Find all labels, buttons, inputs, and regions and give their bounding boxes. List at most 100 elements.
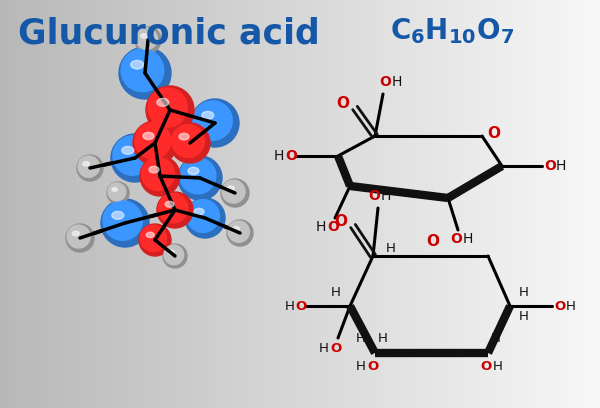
Bar [444,0,447,408]
Bar [184,0,187,408]
Circle shape [119,47,171,99]
Text: H: H [556,159,566,173]
Bar [528,0,531,408]
Bar [56,0,59,408]
Bar [474,0,477,408]
Text: H: H [386,242,396,255]
Bar [556,0,559,408]
Bar [586,0,589,408]
Ellipse shape [165,201,174,207]
Bar [140,0,143,408]
Bar [62,0,65,408]
Bar [522,0,525,408]
Bar [454,0,457,408]
Text: O: O [335,213,347,228]
Bar [440,0,443,408]
Ellipse shape [143,132,154,140]
Bar [410,0,413,408]
Bar [22,0,25,408]
Ellipse shape [112,188,118,191]
Circle shape [108,183,126,201]
Bar [344,0,347,408]
Bar [568,0,571,408]
Bar [406,0,409,408]
Bar [552,0,555,408]
Bar [98,0,101,408]
Bar [226,0,229,408]
Bar [88,0,91,408]
Bar [430,0,433,408]
Bar [112,0,115,408]
Bar [6,0,9,408]
Bar [530,0,533,408]
Bar [418,0,421,408]
Circle shape [180,158,216,194]
Bar [114,0,117,408]
Bar [584,0,587,408]
Bar [58,0,61,408]
Bar [482,0,485,408]
Bar [348,0,351,408]
Bar [308,0,311,408]
Bar [274,0,277,408]
Circle shape [107,182,129,204]
Bar [342,0,345,408]
Bar [78,0,81,408]
Bar [382,0,385,408]
Bar [74,0,77,408]
Bar [456,0,459,408]
Bar [572,0,575,408]
Text: O: O [337,95,349,111]
Text: O: O [426,235,439,250]
Bar [34,0,37,408]
Bar [428,0,431,408]
Bar [260,0,263,408]
Bar [368,0,371,408]
Bar [214,0,217,408]
Bar [248,0,251,408]
Bar [330,0,333,408]
Bar [238,0,241,408]
Bar [598,0,600,408]
Bar [92,0,95,408]
Bar [128,0,131,408]
Bar [94,0,97,408]
Bar [426,0,429,408]
Bar [200,0,203,408]
Bar [292,0,295,408]
Bar [508,0,511,408]
Circle shape [139,224,171,256]
Text: O: O [379,75,391,89]
Bar [126,0,129,408]
Circle shape [121,49,164,92]
Bar [328,0,331,408]
Bar [176,0,179,408]
Circle shape [142,157,175,191]
Bar [588,0,591,408]
Circle shape [66,224,94,252]
Bar [596,0,599,408]
Text: O: O [327,220,339,234]
Bar [76,0,79,408]
Bar [470,0,473,408]
Ellipse shape [149,166,159,173]
Text: O: O [368,189,380,203]
Bar [236,0,239,408]
Bar [198,0,201,408]
Bar [524,0,527,408]
Bar [364,0,367,408]
Bar [496,0,499,408]
Bar [256,0,259,408]
Bar [100,0,103,408]
Ellipse shape [131,60,144,69]
Bar [216,0,219,408]
Text: H: H [381,189,391,203]
Circle shape [193,101,232,140]
Bar [580,0,583,408]
Ellipse shape [227,186,235,191]
Bar [350,0,353,408]
Bar [82,0,85,408]
Bar [540,0,543,408]
Bar [272,0,275,408]
Bar [356,0,359,408]
